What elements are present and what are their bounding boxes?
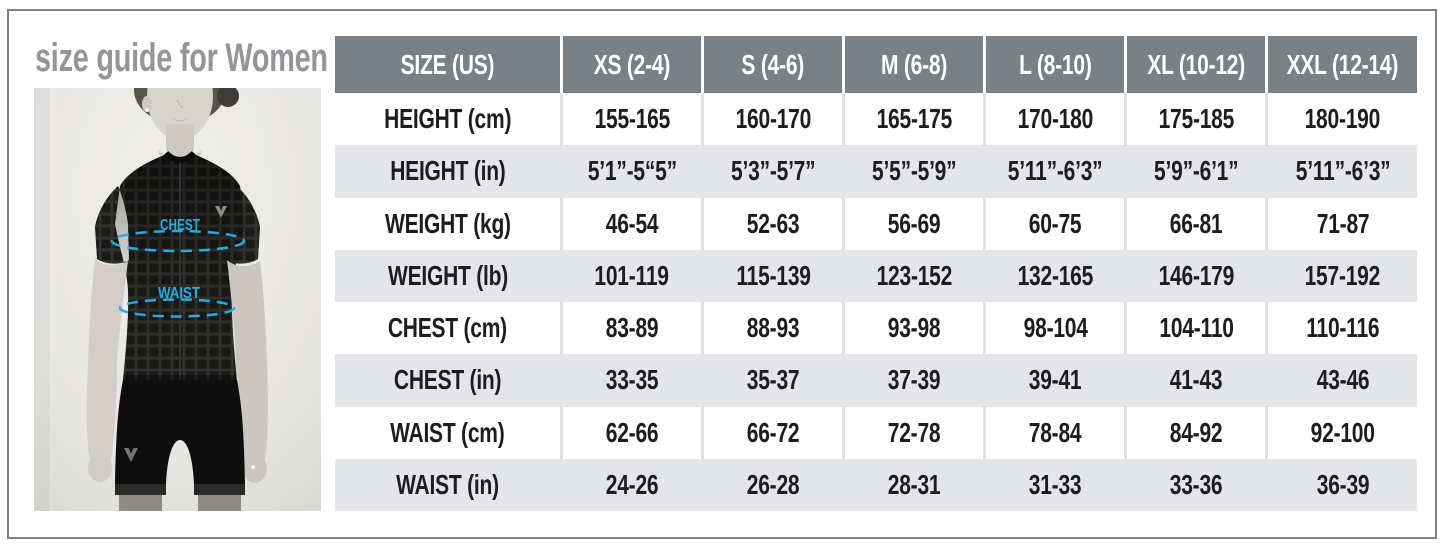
value-cell: 56-69 [842,197,984,250]
column-header: XXL (12-14) [1265,36,1417,93]
column-header: L (8-10) [983,36,1125,93]
value-cell: 101-119 [560,249,702,302]
model-ear [142,96,152,112]
value-cell: 88-93 [701,302,843,355]
size-column-header: SIZE (US) [335,36,560,93]
model-left-arm [86,259,128,465]
value-cell: 5’1”-5“5” [560,145,702,198]
right-leg-gripper [194,484,245,495]
column-header: M (6-8) [842,36,984,93]
size-chart-table: SIZE (US) XS (2-4) S (4-6) M (6-8) L (8-10) X… [335,36,1417,511]
row-label: CHEST (in) [335,354,560,407]
left-leg-gripper [115,484,166,495]
model-ring [251,465,255,469]
value-cell: 5’9”-6’1” [1124,145,1266,198]
model-lips [172,118,188,122]
value-cell: 104-110 [1124,302,1266,355]
cycling-shorts [115,380,245,495]
value-cell: 35-37 [701,354,843,407]
value-cell: 83-89 [560,302,702,355]
value-cell: 115-139 [701,249,843,302]
value-cell: 62-66 [560,406,702,459]
value-cell: 52-63 [701,197,843,250]
value-cell: 24-26 [560,458,702,511]
jersey-logo [215,206,227,218]
value-cell: 71-87 [1265,197,1417,250]
value-cell: 46-54 [560,197,702,250]
model-hair-bun [217,88,239,107]
model-right-hand [243,453,267,483]
value-cell: 41-43 [1124,354,1266,407]
chest-measure-label: CHEST [160,217,200,234]
value-cell: 160-170 [701,93,843,146]
row-label: HEIGHT (in) [335,145,560,198]
value-cell: 72-78 [842,406,984,459]
page-title: size guide for Women [35,38,442,82]
column-header: XS (2-4) [560,36,702,93]
value-cell: 155-165 [560,93,702,146]
chest-measure-ellipse [110,229,246,253]
row-label: WAIST (in) [335,458,560,511]
value-cell: 66-81 [1124,197,1266,250]
value-cell: 170-180 [983,93,1125,146]
value-cell: 39-41 [983,354,1125,407]
waist-measure-ellipse [118,298,236,318]
value-cell: 98-104 [983,302,1125,355]
jersey-collar [163,150,197,163]
row-label: WEIGHT (lb) [335,249,560,302]
model-neck [166,124,194,156]
value-cell: 28-31 [842,458,984,511]
model-right-leg [198,495,241,511]
cycling-jersey [95,150,260,380]
row-label: CHEST (cm) [335,302,560,355]
row-label: HEIGHT (cm) [335,93,560,146]
model-right-arm [227,260,268,464]
value-cell: 84-92 [1124,406,1266,459]
model-face [147,88,213,140]
value-cell: 5’11”-6’3” [983,145,1125,198]
fit-model-photo: CHEST WAIST [34,88,321,511]
value-cell: 5’5”-5’9” [842,145,984,198]
value-cell: 37-39 [842,354,984,407]
value-cell: 92-100 [1265,406,1417,459]
value-cell: 36-39 [1265,458,1417,511]
value-cell: 60-75 [983,197,1125,250]
value-cell: 5’3”-5’7” [701,145,843,198]
model-left-hand [88,454,112,482]
value-cell: 132-165 [983,249,1125,302]
value-cell: 5’11”-6’3” [1265,145,1417,198]
value-cell: 78-84 [983,406,1125,459]
column-header: XL (10-12) [1124,36,1266,93]
waist-measure-label: WAIST [158,285,200,302]
value-cell: 110-116 [1265,302,1417,355]
value-cell: 43-46 [1265,354,1417,407]
photo-vignette [34,88,50,511]
model-earring [145,108,149,112]
model-nose [176,99,184,109]
jersey-hem [123,375,237,380]
value-cell: 157-192 [1265,249,1417,302]
value-cell: 33-35 [560,354,702,407]
value-cell: 33-36 [1124,458,1266,511]
row-label: WAIST (cm) [335,406,560,459]
value-cell: 31-33 [983,458,1125,511]
value-cell: 123-152 [842,249,984,302]
shorts-logo [124,448,138,462]
value-cell: 26-28 [701,458,843,511]
value-cell: 93-98 [842,302,984,355]
value-cell: 180-190 [1265,93,1417,146]
value-cell: 165-175 [842,93,984,146]
value-cell: 66-72 [701,406,843,459]
row-label: WEIGHT (kg) [335,197,560,250]
model-left-leg [119,495,162,511]
value-cell: 175-185 [1124,93,1266,146]
column-header: S (4-6) [701,36,843,93]
value-cell: 146-179 [1124,249,1266,302]
page-title-text: size guide for Women [35,36,328,80]
